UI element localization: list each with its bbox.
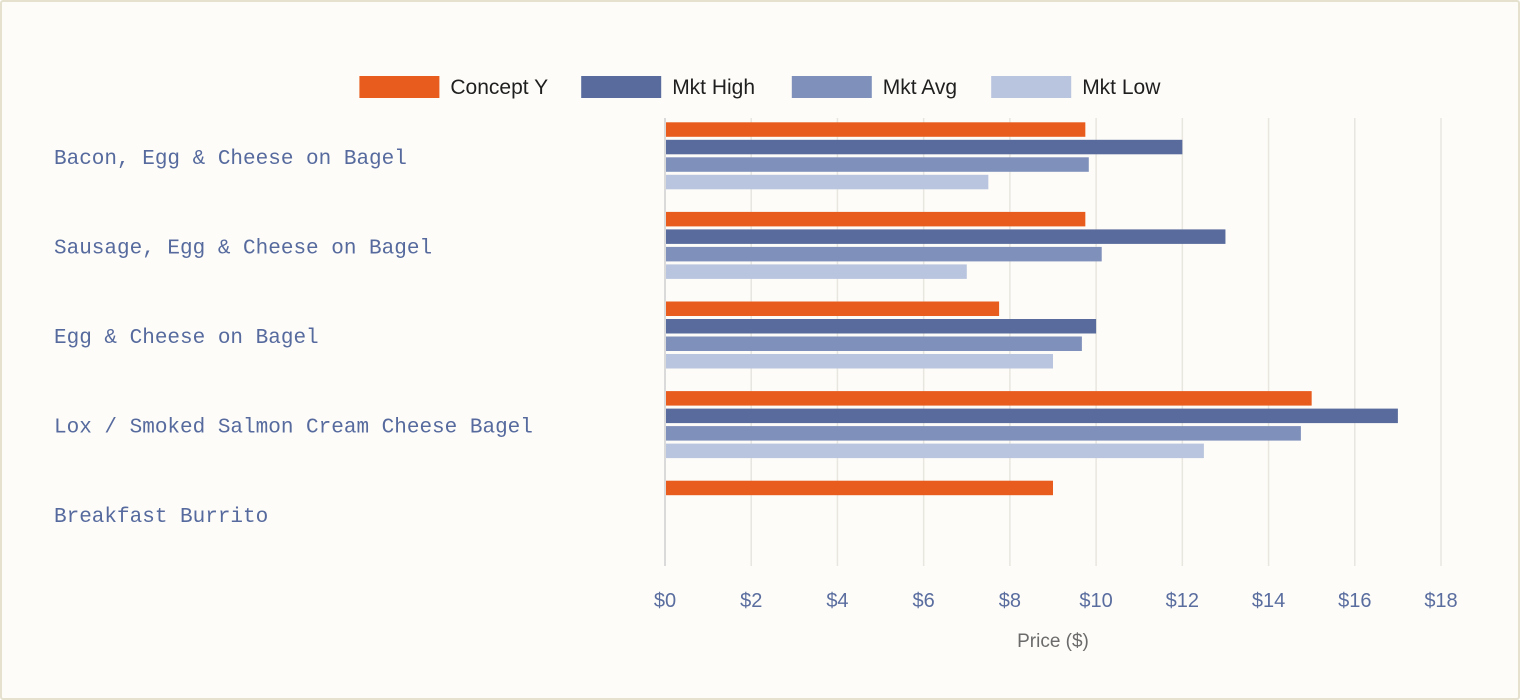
legend-swatch xyxy=(359,76,440,98)
category-label: Egg & Cheese on Bagel xyxy=(54,327,319,350)
x-tick-label: $16 xyxy=(1338,590,1371,612)
legend-swatch xyxy=(991,76,1072,98)
bar xyxy=(666,174,989,190)
x-tick-label: $18 xyxy=(1424,590,1457,612)
bar xyxy=(666,336,1082,351)
x-tick-labels: $0 $2 $4 $6 $8 $10 $12 $14 $16 $18 xyxy=(654,590,1458,612)
bar xyxy=(666,246,1102,262)
bar xyxy=(666,211,1086,227)
category-label: Bacon, Egg & Cheese on Bagel xyxy=(54,148,407,171)
category-label: Sausage, Egg & Cheese on Bagel xyxy=(54,237,432,260)
bar xyxy=(666,443,1204,459)
bar xyxy=(666,426,1301,441)
x-axis-title: Price ($) xyxy=(1017,631,1089,652)
bar xyxy=(666,264,967,279)
category-label: Breakfast Burrito xyxy=(54,506,268,529)
bar xyxy=(666,229,1226,244)
x-tick-label: $10 xyxy=(1079,590,1112,612)
x-tick-label: $6 xyxy=(913,590,935,612)
bar xyxy=(666,391,1312,406)
x-tick-label: $12 xyxy=(1166,590,1199,612)
bar xyxy=(666,122,1086,137)
bar xyxy=(666,408,1398,424)
x-tick-label: $14 xyxy=(1252,590,1285,612)
x-tick-label: $4 xyxy=(826,590,848,612)
bar xyxy=(666,301,1000,316)
legend-swatch xyxy=(791,76,872,98)
bar xyxy=(666,139,1183,155)
legend-label: Mkt Low xyxy=(1082,76,1161,99)
x-tick-label: $2 xyxy=(740,590,762,612)
legend: Concept Y Mkt High Mkt Avg Mkt Low xyxy=(359,76,1161,99)
legend-label: Mkt High xyxy=(672,76,755,99)
x-tick-label: $8 xyxy=(999,590,1021,612)
legend-swatch xyxy=(581,76,662,98)
legend-label: Concept Y xyxy=(450,76,548,99)
bar xyxy=(666,480,1053,496)
x-tick-label: $0 xyxy=(654,590,676,612)
legend-label: Mkt Avg xyxy=(883,76,957,99)
bar xyxy=(666,157,1089,172)
bar xyxy=(666,319,1097,334)
category-label: Lox / Smoked Salmon Cream Cheese Bagel xyxy=(54,417,533,440)
category-labels: Bacon, Egg & Cheese on Bagel Sausage, Egg… xyxy=(54,148,533,529)
bar xyxy=(666,354,1053,369)
bars xyxy=(666,122,1398,496)
